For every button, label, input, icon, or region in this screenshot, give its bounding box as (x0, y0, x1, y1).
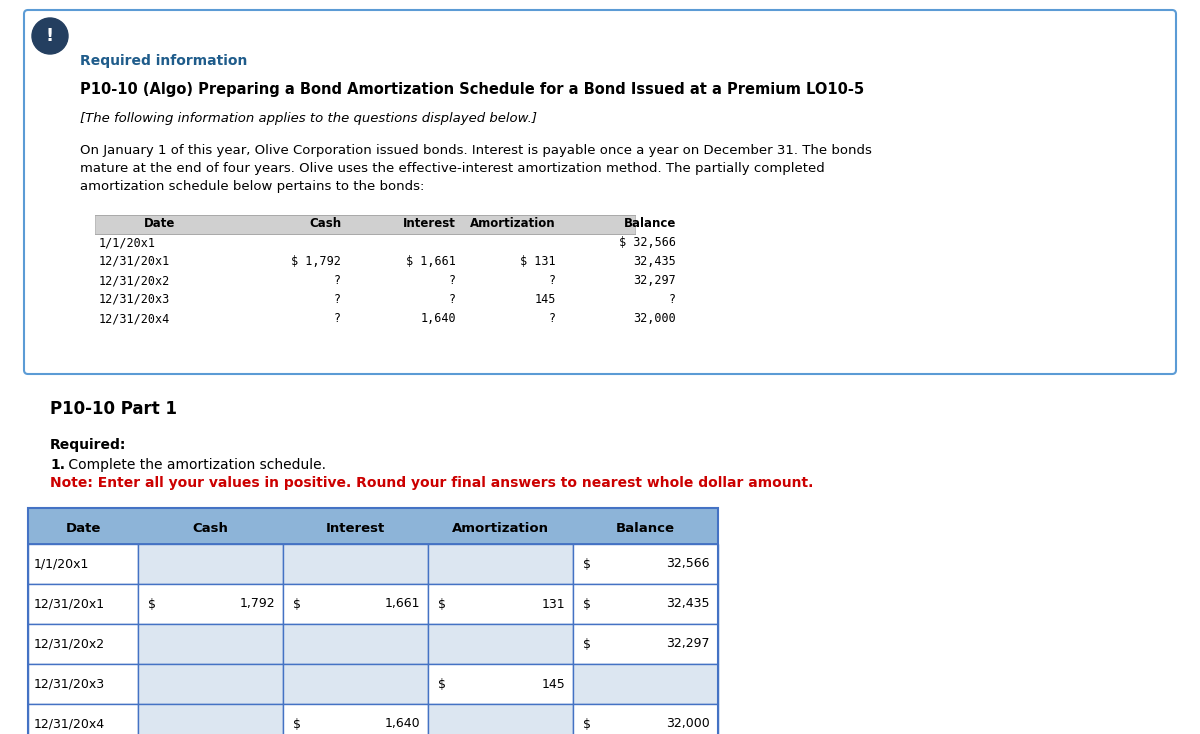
Text: 12/31/20x1: 12/31/20x1 (98, 255, 170, 268)
Bar (428, 664, 574, 704)
Text: $ 32,566: $ 32,566 (619, 236, 676, 249)
Text: 32,435: 32,435 (666, 597, 710, 611)
FancyBboxPatch shape (24, 10, 1176, 374)
Bar (283, 544, 428, 584)
Text: ?: ? (334, 274, 341, 287)
Text: 12/31/20x1: 12/31/20x1 (34, 597, 106, 611)
Text: 32,566: 32,566 (666, 558, 710, 570)
Text: 32,435: 32,435 (634, 255, 676, 268)
Bar (283, 704, 428, 734)
Text: On January 1 of this year, Olive Corporation issued bonds. Interest is payable o: On January 1 of this year, Olive Corpora… (80, 144, 872, 157)
Bar (428, 624, 574, 664)
Text: 32,000: 32,000 (666, 718, 710, 730)
Text: ?: ? (548, 274, 556, 287)
Text: $: $ (293, 597, 301, 611)
Bar (283, 584, 428, 624)
Text: 1/1/20x1: 1/1/20x1 (98, 236, 156, 249)
Bar (574, 704, 718, 734)
Text: 32,297: 32,297 (634, 274, 676, 287)
Text: Amortization: Amortization (470, 217, 556, 230)
Text: $ 131: $ 131 (521, 255, 556, 268)
Text: Date: Date (65, 521, 101, 534)
Bar (28, 508, 718, 734)
Bar (428, 544, 574, 584)
Text: ?: ? (334, 293, 341, 306)
Text: 12/31/20x2: 12/31/20x2 (98, 274, 170, 287)
Text: Balance: Balance (624, 217, 676, 230)
Text: 1.: 1. (50, 458, 65, 472)
Text: $: $ (583, 597, 592, 611)
Text: $: $ (583, 718, 592, 730)
Text: Cash: Cash (192, 521, 228, 534)
Text: 1,661: 1,661 (384, 597, 420, 611)
Text: 1,792: 1,792 (239, 597, 275, 611)
Text: $: $ (438, 677, 446, 691)
Text: $: $ (148, 597, 156, 611)
Bar (428, 704, 574, 734)
Text: $ 1,792: $ 1,792 (292, 255, 341, 268)
Text: $: $ (583, 558, 592, 570)
Text: 32,297: 32,297 (666, 638, 710, 650)
Text: ?: ? (449, 293, 456, 306)
Text: Required information: Required information (80, 54, 247, 68)
Bar (283, 664, 428, 704)
Text: $ 1,661: $ 1,661 (406, 255, 456, 268)
Text: ?: ? (548, 312, 556, 325)
Text: Interest: Interest (326, 521, 385, 534)
Bar (138, 704, 283, 734)
Text: Cash: Cash (308, 217, 341, 230)
Text: $: $ (583, 638, 592, 650)
Bar (28, 664, 138, 704)
Text: 145: 145 (535, 293, 556, 306)
Text: 12/31/20x3: 12/31/20x3 (34, 677, 106, 691)
Text: !: ! (46, 27, 54, 45)
Bar (138, 584, 283, 624)
Bar (28, 704, 138, 734)
Text: 131: 131 (541, 597, 565, 611)
Text: Complete the amortization schedule.: Complete the amortization schedule. (64, 458, 326, 472)
Text: $: $ (293, 718, 301, 730)
Text: P10-10 Part 1: P10-10 Part 1 (50, 400, 178, 418)
Text: Note: Enter all your values in positive. Round your final answers to nearest who: Note: Enter all your values in positive.… (50, 476, 814, 490)
Bar (428, 584, 574, 624)
Circle shape (32, 18, 68, 54)
Bar (28, 544, 138, 584)
Text: Date: Date (144, 217, 175, 230)
Text: 12/31/20x2: 12/31/20x2 (34, 638, 106, 650)
Text: P10-10 (Algo) Preparing a Bond Amortization Schedule for a Bond Issued at a Prem: P10-10 (Algo) Preparing a Bond Amortizat… (80, 82, 864, 97)
Text: 1,640: 1,640 (420, 312, 456, 325)
Text: 1/1/20x1: 1/1/20x1 (34, 558, 89, 570)
Text: 12/31/20x4: 12/31/20x4 (34, 718, 106, 730)
Bar (574, 624, 718, 664)
Text: Interest: Interest (403, 217, 456, 230)
Bar (28, 624, 138, 664)
Text: 12/31/20x4: 12/31/20x4 (98, 312, 170, 325)
Bar (574, 544, 718, 584)
Bar (574, 664, 718, 704)
Text: $: $ (438, 597, 446, 611)
Text: ?: ? (334, 312, 341, 325)
Bar (28, 508, 718, 544)
Text: 1,640: 1,640 (384, 718, 420, 730)
Text: 12/31/20x3: 12/31/20x3 (98, 293, 170, 306)
Text: Balance: Balance (616, 521, 674, 534)
Text: 32,000: 32,000 (634, 312, 676, 325)
Bar (138, 624, 283, 664)
Text: amortization schedule below pertains to the bonds:: amortization schedule below pertains to … (80, 180, 425, 193)
Text: mature at the end of four years. Olive uses the effective-interest amortization : mature at the end of four years. Olive u… (80, 162, 824, 175)
Text: ?: ? (668, 293, 676, 306)
Bar (574, 584, 718, 624)
Text: [The following information applies to the questions displayed below.]: [The following information applies to th… (80, 112, 538, 125)
Text: Required:: Required: (50, 438, 126, 452)
Text: 145: 145 (541, 677, 565, 691)
Bar (283, 624, 428, 664)
Bar (95, 215, 635, 234)
Text: Amortization: Amortization (452, 521, 550, 534)
Bar (138, 664, 283, 704)
Text: ?: ? (449, 274, 456, 287)
Bar (138, 544, 283, 584)
Bar (28, 584, 138, 624)
